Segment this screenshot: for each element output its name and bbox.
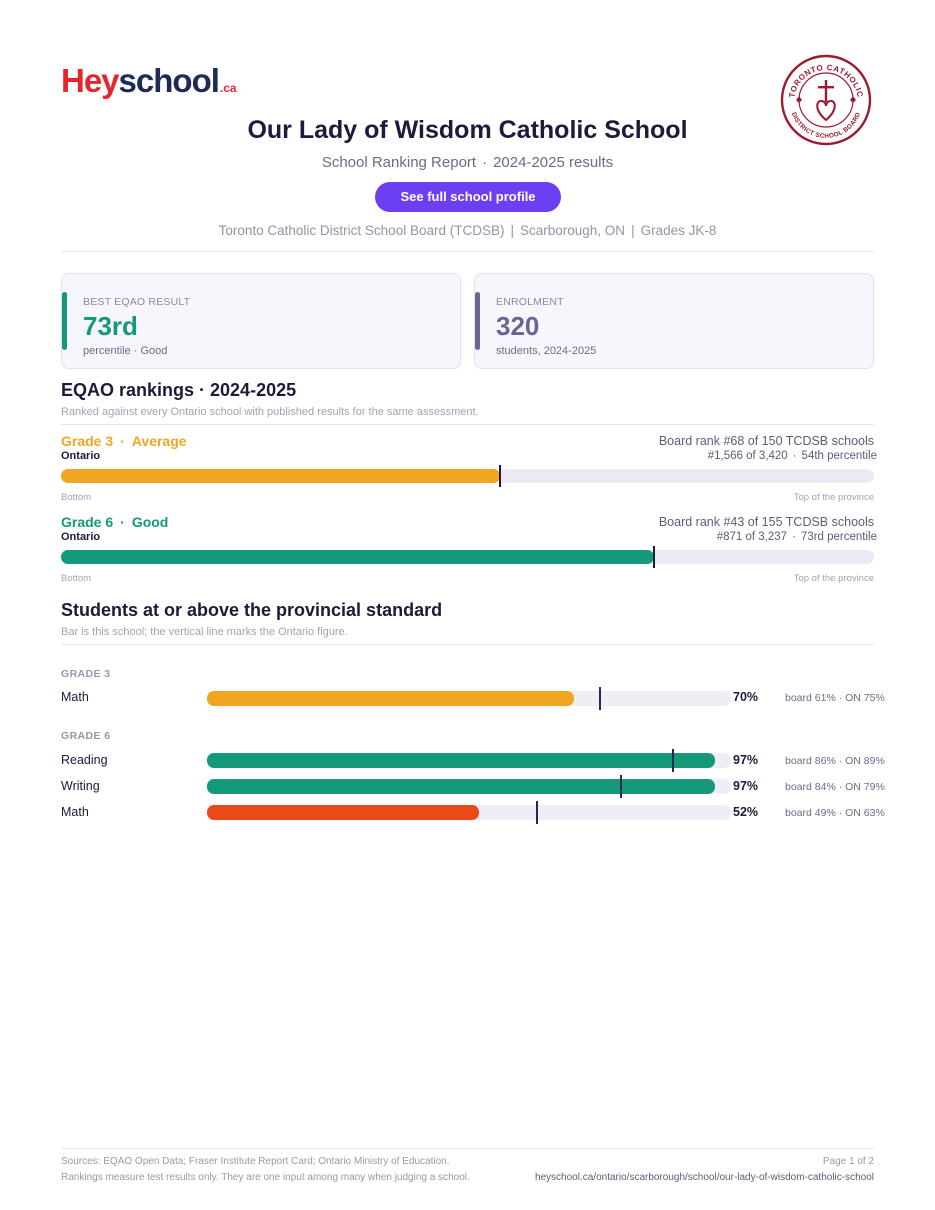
ontario-marker — [599, 687, 601, 710]
subject-label: Math — [61, 805, 89, 819]
ranking-grade-heading: Grade 3 · Average — [61, 433, 187, 449]
card-sub: percentile · Good — [83, 345, 168, 357]
rankings-note: Ranked against every Ontario school with… — [61, 406, 479, 418]
footer-divider — [61, 1148, 874, 1149]
report-name: School Ranking Report — [321, 154, 477, 171]
province-rank: #871 of 3,237 · 73rd percentile — [716, 531, 877, 543]
school-bar — [207, 805, 480, 820]
subject-label: Math — [61, 690, 89, 704]
rankings-heading: EQAO rankings · 2024-2025 — [61, 380, 297, 400]
divider — [61, 251, 874, 252]
school-percent: 52% — [733, 805, 759, 819]
best-eqao-card: BEST EQAO RESULT 73rd percentile · Good — [61, 273, 461, 369]
ontario-marker — [672, 749, 675, 772]
heyschool-logo[interactable]: Heyschool.ca — [61, 62, 237, 100]
standards-note: Bar is this school; the vertical line ma… — [61, 626, 348, 638]
school-location: Scarborough, ON — [520, 223, 626, 238]
divider — [61, 644, 874, 645]
province-rank-position: #871 of 3,237 — [716, 531, 788, 543]
report-subtitle: School Ranking Report · 2024-2025 results — [321, 154, 614, 171]
card-value: 320 — [496, 311, 540, 341]
axis-bottom-label: Bottom — [61, 492, 92, 503]
footer-disclaimer: Rankings measure test results only. They… — [61, 1172, 470, 1183]
card-accent — [475, 292, 480, 350]
footer-url[interactable]: heyschool.ca/ontario/scarborough/school/… — [534, 1172, 874, 1183]
percentile-marker — [653, 546, 656, 568]
ontario-marker — [619, 775, 622, 798]
school-percent: 97% — [733, 753, 759, 767]
card-label: ENROLMENT — [496, 296, 564, 308]
divider — [61, 424, 874, 425]
percentile-track — [61, 550, 874, 564]
percentile-marker — [499, 465, 502, 487]
axis-top-label: Top of the province — [793, 573, 874, 584]
report-results: 2024-2025 results — [493, 154, 614, 171]
ranking-grade-heading: Grade 6 · Good — [61, 514, 169, 530]
footer-sources: Sources: EQAO Open Data; Fraser Institut… — [61, 1156, 450, 1167]
ranking-grade: Grade 3 — [61, 433, 114, 449]
percentile-fill — [61, 469, 501, 483]
school-bar — [207, 691, 574, 706]
board-rank: Board rank #68 of 150 TCDSB schools — [658, 434, 874, 448]
percentile-track — [61, 469, 874, 483]
school-percent: 97% — [733, 779, 759, 793]
board-rank: Board rank #43 of 155 TCDSB schools — [658, 515, 874, 529]
card-label: BEST EQAO RESULT — [83, 296, 191, 308]
standard-track — [207, 749, 731, 772]
ranking-rating: Good — [131, 514, 169, 530]
province-rank-position: #1,566 of 3,420 — [707, 450, 788, 462]
page-number: Page 1 of 2 — [822, 1156, 874, 1167]
ranking-rating: Average — [131, 433, 187, 449]
logo-ca: .ca — [219, 81, 237, 95]
standards-heading: Students at or above the provincial stan… — [61, 600, 443, 620]
enrolment-card: ENROLMENT 320 students, 2024-2025 — [474, 273, 874, 369]
subject-label: Reading — [61, 753, 108, 767]
subject-label: Writing — [61, 779, 100, 793]
standard-track — [207, 775, 731, 798]
school-bar — [207, 753, 716, 768]
comparison-text: board 49% · ON 63% — [785, 807, 885, 819]
full-profile-button[interactable]: See full school profile — [375, 182, 561, 212]
comparison-text: board 86% · ON 89% — [785, 755, 885, 767]
footer-meta: Page 1 of 2 heyschool.ca/ontario/scarbor… — [535, 1154, 874, 1186]
comparison-text: board 84% · ON 79% — [785, 781, 885, 793]
school-meta: Toronto Catholic District School Board (… — [218, 223, 717, 238]
school-grades: Grades JK-8 — [640, 223, 717, 238]
percentile-fill — [61, 550, 655, 564]
footer-notes: Sources: EQAO Open Data; Fraser Institut… — [61, 1154, 470, 1186]
comparison-text: board 61% · ON 75% — [785, 692, 885, 704]
ranking-region: Ontario — [61, 531, 101, 543]
ranking-region: Ontario — [61, 450, 101, 462]
standard-track — [207, 687, 731, 710]
card-accent — [62, 292, 67, 350]
card-value: 73rd — [83, 311, 138, 341]
logo-hey: Hey — [61, 62, 120, 99]
school-board: Toronto Catholic District School Board (… — [218, 223, 505, 238]
standard-track — [207, 801, 731, 824]
ranking-grade: Grade 6 — [61, 514, 114, 530]
school-percent: 70% — [733, 690, 759, 704]
province-rank: #1,566 of 3,420 · 54th percentile — [707, 450, 877, 462]
province-percentile: 73rd percentile — [800, 531, 877, 543]
logo-school: school — [118, 62, 220, 99]
axis-top-label: Top of the province — [793, 492, 874, 503]
page-title: Our Lady of Wisdom Catholic School — [247, 116, 688, 144]
tcdsb-seal-icon: TORONTO CATHOLIC DISTRICT SCHOOL BOARD — [780, 54, 872, 146]
ontario-marker — [536, 801, 539, 824]
axis-bottom-label: Bottom — [61, 573, 92, 584]
province-percentile: 54th percentile — [801, 450, 877, 462]
card-sub: students, 2024-2025 — [496, 345, 597, 357]
grade-3-label: GRADE 3 — [61, 668, 111, 680]
grade-6-label: GRADE 6 — [61, 730, 111, 742]
school-bar — [207, 779, 716, 794]
